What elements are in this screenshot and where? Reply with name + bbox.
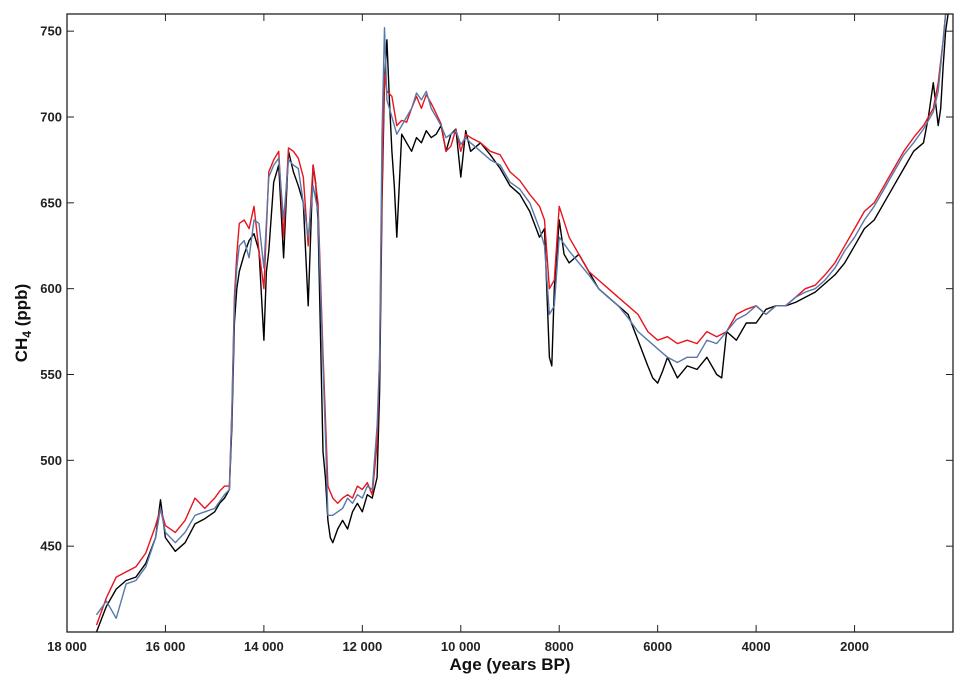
x-tick-label: 12 000 [342, 639, 382, 654]
series-line-2 [95, 14, 949, 626]
x-tick-label: 6000 [643, 639, 672, 654]
series-line-1 [95, 14, 949, 632]
series-layer [95, 14, 949, 632]
y-tick-label: 650 [40, 195, 62, 210]
x-axis-title: Age (years BP) [450, 655, 571, 674]
y-axis-title-sub: 4 [20, 331, 34, 338]
y-axis-title-tail: (ppb) [12, 284, 31, 331]
series-line-3 [95, 14, 949, 619]
y-tick-label: 550 [40, 367, 62, 382]
y-axis-title-main: CH [12, 338, 31, 363]
y-tick-label: 450 [40, 539, 62, 554]
y-tick-label: 700 [40, 110, 62, 125]
y-tick-label: 750 [40, 24, 62, 39]
x-tick-label: 10 000 [441, 639, 481, 654]
x-tick-label: 16 000 [146, 639, 186, 654]
y-axis-title: CH4 (ppb) [12, 284, 34, 362]
x-tick-label: 2000 [840, 639, 869, 654]
y-tick-label: 500 [40, 453, 62, 468]
y-tick-label: 600 [40, 281, 62, 296]
x-tick-label: 4000 [742, 639, 771, 654]
plot-frame [66, 13, 954, 633]
x-tick-label: 14 000 [244, 639, 284, 654]
axes-layer: 18 000 16 000 14 000 12 000 10 000 8000 6000 40… [40, 14, 953, 654]
x-tick-label: 18 000 [47, 639, 87, 654]
x-tick-label: 8000 [545, 639, 574, 654]
